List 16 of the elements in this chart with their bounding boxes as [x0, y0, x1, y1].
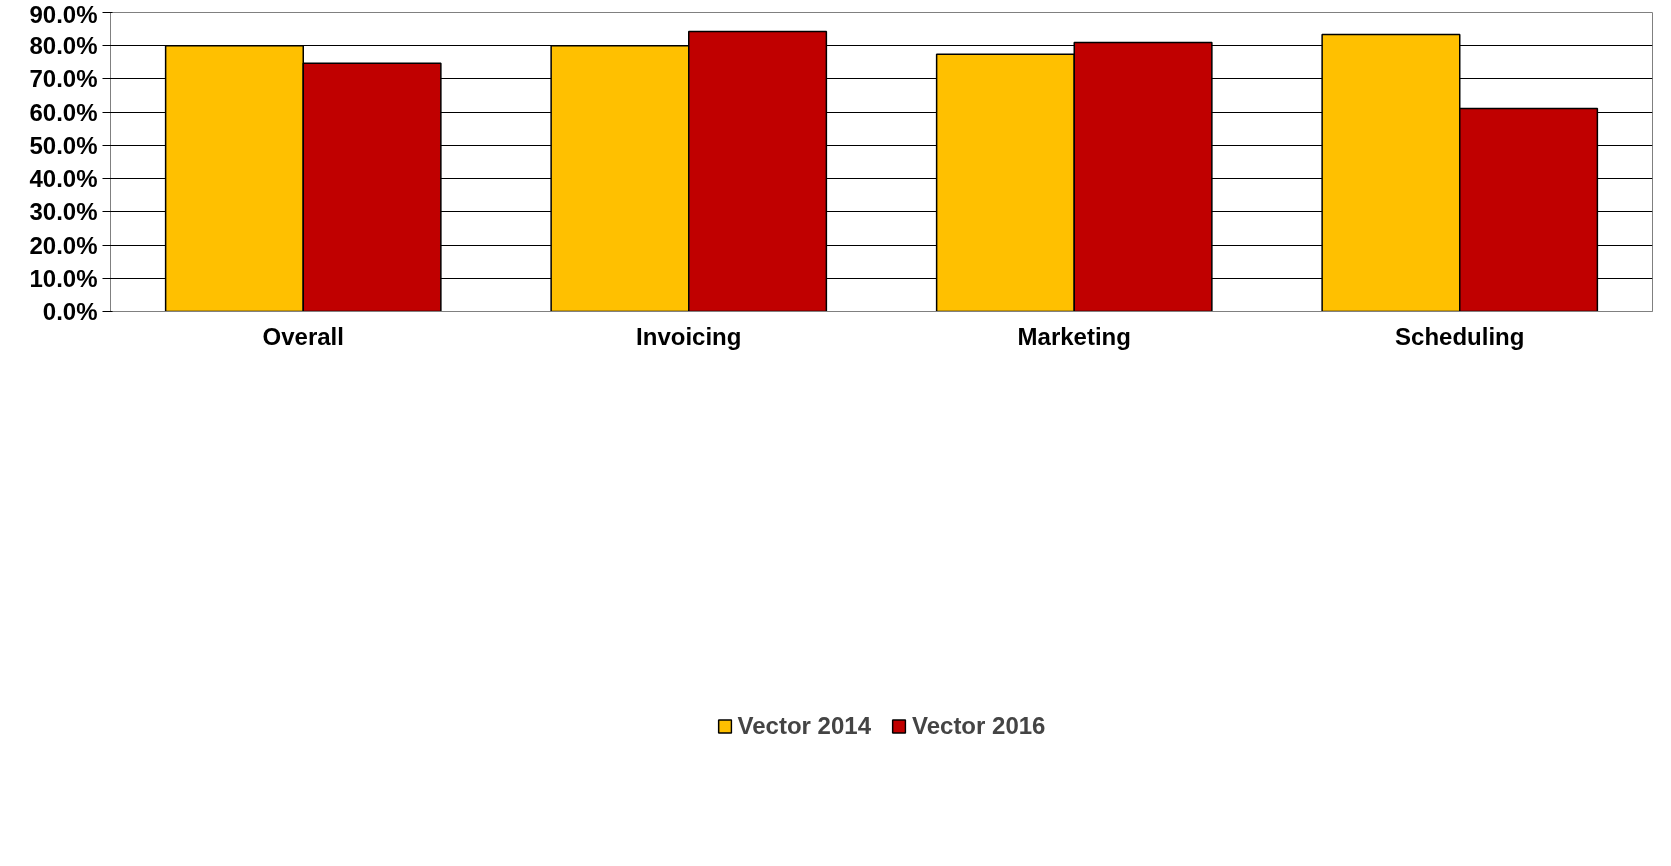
y-tick-label: 90.0%: [29, 0, 98, 28]
y-tick-label: 50.0%: [29, 131, 98, 159]
x-tick-label: Invoicing: [636, 322, 742, 350]
y-tick-label: 60.0%: [29, 98, 98, 126]
y-tick-label: 70.0%: [29, 65, 98, 93]
x-tick-label: Marketing: [1017, 322, 1131, 350]
legend-label: Vector 2016: [912, 712, 1046, 740]
legend-label: Vector 2014: [737, 712, 871, 740]
y-tick-label: 20.0%: [29, 231, 98, 259]
y-tick-label: 10.0%: [29, 264, 98, 292]
y-tick-label: 0.0%: [42, 298, 98, 325]
y-tick-label: 40.0%: [29, 165, 98, 193]
x-tick-label: Scheduling: [1395, 322, 1525, 350]
y-tick-label: 80.0%: [29, 32, 98, 60]
y-tick-label: 30.0%: [29, 198, 98, 226]
x-tick-label: Overall: [262, 322, 344, 350]
